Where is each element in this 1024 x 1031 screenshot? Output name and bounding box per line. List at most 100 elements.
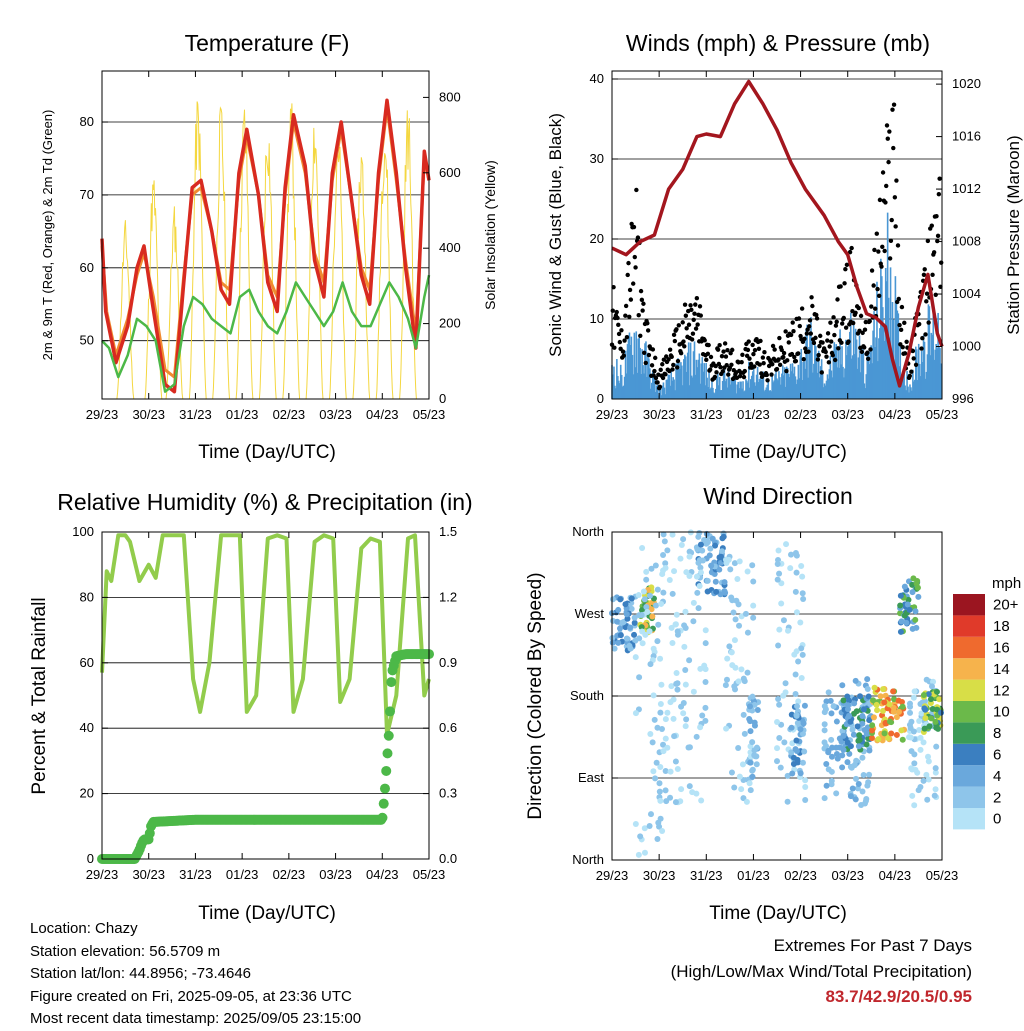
humidity-plot-frame bbox=[101, 531, 430, 860]
direction-point bbox=[610, 596, 617, 603]
gust-point bbox=[868, 347, 873, 352]
direction-point bbox=[898, 727, 905, 734]
direction-point bbox=[747, 787, 754, 794]
direction-point bbox=[910, 575, 917, 582]
direction-point bbox=[857, 693, 864, 700]
gust-point bbox=[828, 320, 833, 325]
direction-point bbox=[932, 786, 939, 793]
direction-point bbox=[708, 562, 715, 569]
x-tick-label: 29/23 bbox=[86, 407, 119, 422]
gust-point bbox=[871, 283, 876, 288]
gust-point bbox=[614, 309, 619, 315]
direction-point bbox=[732, 616, 739, 623]
direction-point bbox=[839, 752, 846, 759]
gust-point bbox=[920, 336, 925, 341]
gust-point bbox=[741, 374, 747, 380]
direction-point bbox=[746, 716, 753, 723]
direction-point bbox=[659, 827, 666, 834]
gust-point bbox=[825, 338, 830, 343]
direction-point bbox=[928, 715, 935, 722]
direction-point bbox=[775, 642, 782, 649]
gust-point bbox=[678, 351, 684, 356]
2m-td-line bbox=[101, 274, 431, 393]
gust-point bbox=[875, 286, 880, 292]
direction-point bbox=[641, 849, 648, 856]
gust-point bbox=[729, 362, 734, 367]
gust-point bbox=[846, 339, 851, 344]
gust-point bbox=[886, 159, 891, 165]
direction-point bbox=[798, 675, 805, 682]
gust-point bbox=[751, 351, 756, 357]
direction-point bbox=[643, 576, 650, 583]
gust-point bbox=[804, 331, 810, 336]
gust-point bbox=[779, 347, 784, 353]
direction-point bbox=[873, 701, 880, 708]
direction-point bbox=[922, 715, 929, 722]
direction-point bbox=[870, 697, 877, 704]
gust-point bbox=[670, 367, 675, 372]
direction-point bbox=[828, 753, 835, 760]
gust-point bbox=[730, 347, 735, 353]
direction-point bbox=[854, 723, 861, 730]
direction-point bbox=[662, 565, 669, 572]
direction-point bbox=[731, 560, 738, 567]
direction-point bbox=[656, 788, 663, 795]
direction-point bbox=[723, 725, 730, 732]
gust-point bbox=[785, 358, 790, 363]
y-tick-label: North bbox=[572, 524, 604, 539]
direction-point bbox=[899, 736, 906, 743]
direction-point bbox=[738, 666, 745, 673]
gust-point bbox=[902, 320, 907, 326]
gust-point bbox=[638, 333, 643, 338]
direction-point bbox=[839, 682, 846, 689]
direction-point bbox=[792, 550, 799, 557]
direction-point bbox=[637, 833, 644, 840]
direction-point bbox=[722, 589, 729, 596]
direction-point bbox=[697, 541, 704, 548]
x-tick-label: 01/23 bbox=[226, 867, 259, 882]
gust-point bbox=[902, 351, 908, 356]
y2-tick-label: 200 bbox=[439, 316, 461, 331]
gust-point bbox=[844, 262, 850, 268]
gust-point bbox=[675, 365, 680, 370]
direction-point bbox=[777, 764, 784, 771]
y2-tick-label: 800 bbox=[439, 89, 461, 104]
gust-point bbox=[923, 332, 928, 337]
direction-point bbox=[638, 624, 645, 631]
y2-tick-label: 996 bbox=[952, 391, 974, 406]
gust-point bbox=[924, 291, 930, 296]
gust-point bbox=[797, 323, 802, 329]
direction-point bbox=[799, 590, 806, 597]
gust-point bbox=[865, 356, 871, 361]
y-tick-label: 0 bbox=[87, 851, 94, 866]
direction-point bbox=[802, 796, 809, 803]
x-tick-label: 30/23 bbox=[132, 867, 165, 882]
direction-point bbox=[660, 551, 667, 558]
y-tick-label: 80 bbox=[80, 114, 94, 129]
speed-legend-label: 0 bbox=[993, 811, 1001, 828]
direction-point bbox=[794, 756, 801, 763]
direction-point bbox=[897, 602, 904, 609]
direction-point bbox=[673, 611, 680, 618]
gust-point bbox=[742, 368, 747, 374]
direction-point bbox=[631, 619, 638, 626]
direction-point bbox=[729, 662, 736, 669]
direction-point bbox=[701, 537, 708, 544]
gust-point bbox=[739, 359, 744, 365]
direction-point bbox=[639, 545, 646, 552]
direction-point bbox=[664, 709, 671, 716]
gust-point bbox=[935, 233, 941, 239]
speed-legend-label: 6 bbox=[993, 747, 1001, 764]
gust-point bbox=[683, 313, 689, 318]
direction-point bbox=[909, 792, 916, 799]
direction-point bbox=[801, 748, 808, 755]
direction-point bbox=[746, 703, 753, 710]
gust-point bbox=[784, 368, 789, 374]
direction-point bbox=[615, 606, 622, 613]
direction-point bbox=[677, 555, 684, 562]
direction-point bbox=[799, 759, 806, 766]
gust-point bbox=[663, 372, 668, 377]
gust-point bbox=[610, 308, 615, 313]
direction-title: Wind Direction bbox=[703, 483, 853, 509]
direction-point bbox=[930, 678, 937, 685]
